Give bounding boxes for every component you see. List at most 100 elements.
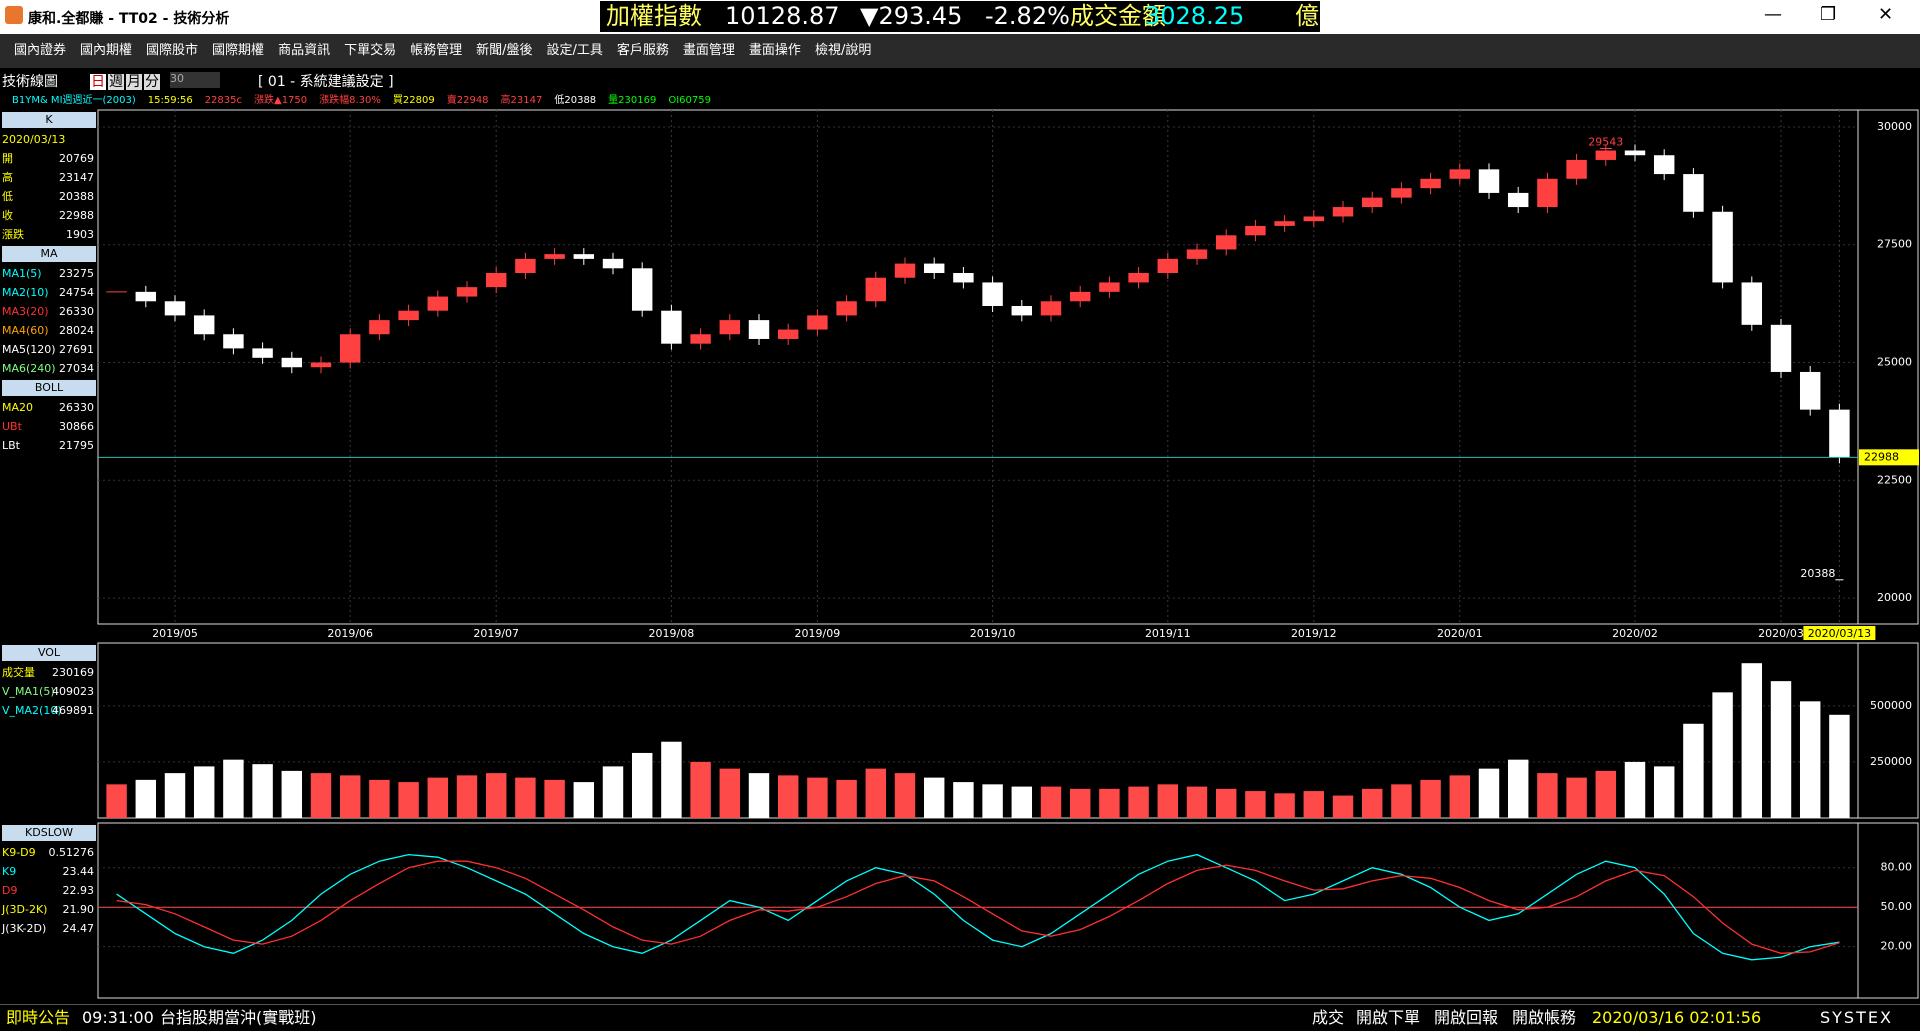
- menu-item[interactable]: 畫面管理: [682, 43, 735, 58]
- status-button[interactable]: 成交: [1312, 1008, 1345, 1027]
- volume-bar: [1186, 786, 1208, 818]
- ticker-name: 加權指數: [606, 2, 702, 30]
- volume-bar: [1215, 788, 1237, 818]
- volume-bar: [1770, 681, 1792, 818]
- candle: [1712, 211, 1733, 283]
- volume-bar: [515, 777, 536, 818]
- menu-item[interactable]: 帳務管理: [410, 43, 463, 58]
- volume-bar: [1245, 791, 1266, 818]
- menu-item[interactable]: 新聞/盤後: [476, 43, 533, 58]
- notice-time: 09:31:00: [82, 1008, 154, 1027]
- period[interactable]: 週: [108, 74, 124, 90]
- menu-item[interactable]: 畫面操作: [748, 43, 801, 58]
- volume-bar: [953, 782, 974, 818]
- menu-bar: 國內證券 國內期權 國際股市 國際期權 商品資訊 下單交易 帳務管理 新聞/盤後 設定/工具 客戶…: [0, 34, 1920, 68]
- section-header: KDSLOW: [2, 825, 96, 841]
- section-header: K: [2, 112, 96, 128]
- menu-item[interactable]: 設定/工具: [546, 43, 603, 58]
- menu-item[interactable]: 國際股市: [146, 43, 199, 58]
- side-label: MA2(10): [2, 286, 49, 299]
- side-value: 23275: [59, 267, 94, 280]
- candle: [1683, 174, 1704, 212]
- minimize[interactable]: —: [1764, 4, 1782, 25]
- volume-bar: [456, 775, 478, 818]
- volume-bar: [1449, 775, 1471, 818]
- side-label: K9-D9: [2, 846, 36, 859]
- side-label: V_MA2(10): [2, 704, 62, 717]
- section-header: MA: [2, 246, 96, 262]
- minutes[interactable]: 30: [170, 72, 220, 88]
- volume-bar: [398, 782, 419, 818]
- info-row: B1YM& MI週週近一(2003) 15:59:56 22835c 漲跌▲1750 漲…: [0, 91, 1920, 107]
- y-tick-label: 25000: [1877, 356, 1912, 369]
- side-label: MA4(60): [2, 324, 49, 337]
- side-panel: K 2020/03/13 開 20769 高 23147 低 20388 收 22988 漲跌 190…: [2, 110, 96, 455]
- candle: [252, 348, 273, 358]
- status-button[interactable]: 開啟下單: [1356, 1008, 1421, 1027]
- volume-bar: [1128, 786, 1149, 818]
- notice[interactable]: 即時公告: [6, 1008, 71, 1027]
- menu-item[interactable]: 國際期權: [212, 43, 265, 58]
- menu-item[interactable]: 下單交易: [344, 43, 397, 58]
- y-tick-label: 30000: [1877, 120, 1912, 133]
- side-row: 低 20388: [2, 187, 96, 206]
- menu-item[interactable]: 客戶服務: [616, 43, 669, 58]
- candle: [1011, 305, 1033, 316]
- setting[interactable]: [ 01 - 系統建議設定 ]: [258, 74, 394, 90]
- candle: [1770, 324, 1792, 372]
- volume-bar: [1741, 663, 1763, 818]
- volume-bar: [427, 777, 449, 818]
- periods: 日週月分: [90, 71, 162, 91]
- menu-item[interactable]: 國內證券: [14, 43, 67, 58]
- axis-frame: [1857, 822, 1919, 999]
- turnover-label: 成交金額: [1070, 2, 1166, 30]
- candle: [1741, 282, 1763, 325]
- side-value: 0.51276: [48, 846, 95, 859]
- candle: [777, 329, 799, 339]
- side-row: V_MA1(5) 409023: [2, 682, 96, 701]
- period[interactable]: 分: [144, 74, 160, 90]
- side-label: J(3D-2K): [2, 903, 48, 916]
- side-row: K9 23.44: [2, 862, 96, 881]
- headline[interactable]: 台指股期當沖(實戰班): [160, 1008, 317, 1027]
- candle: [310, 362, 332, 368]
- volume-bar: [1537, 773, 1558, 818]
- volume-bar: [573, 782, 595, 818]
- candle: [719, 320, 741, 335]
- volume-bar: [1624, 761, 1646, 818]
- volume-bar: [1478, 768, 1500, 818]
- menu-item[interactable]: 商品資訊: [278, 43, 331, 58]
- candle: [865, 277, 887, 302]
- side-value: 21795: [59, 439, 94, 452]
- candle: [1537, 178, 1558, 208]
- y-tick-label: 80.00: [1881, 861, 1913, 874]
- candle: [398, 310, 419, 321]
- menu-item[interactable]: 檢視/說明: [814, 43, 872, 58]
- side-value: 27034: [59, 362, 94, 375]
- status-button[interactable]: 開啟帳務: [1512, 1008, 1577, 1027]
- side-label: MA20: [2, 401, 34, 414]
- maximize[interactable]: ❐: [1820, 4, 1837, 25]
- volume-bar: [1683, 723, 1704, 818]
- info-item: 15:59:56: [147, 95, 193, 106]
- menu-item[interactable]: 國內期權: [80, 43, 133, 58]
- volume-bar: [1332, 795, 1354, 818]
- close[interactable]: ✕: [1878, 4, 1894, 25]
- unit: 億: [1295, 2, 1319, 30]
- candle: [923, 263, 945, 274]
- volume-bar: [1303, 791, 1325, 818]
- y-tick-label: 20.00: [1881, 940, 1913, 953]
- period[interactable]: 日: [90, 74, 106, 90]
- y-tick-label: 22500: [1877, 473, 1912, 486]
- x-tick-label: 2019/05: [152, 627, 198, 640]
- info-item: B1YM& MI週週近一(2003): [12, 95, 136, 106]
- volume-bar: [1274, 793, 1295, 818]
- candle: [1595, 150, 1617, 160]
- candle: [1069, 291, 1091, 302]
- status-button[interactable]: 開啟回報: [1434, 1008, 1499, 1027]
- x-tick-label: 2020/01: [1437, 627, 1483, 640]
- period[interactable]: 月: [126, 74, 142, 90]
- side-label: MA5(120): [2, 343, 56, 356]
- side-label: 高: [2, 171, 13, 184]
